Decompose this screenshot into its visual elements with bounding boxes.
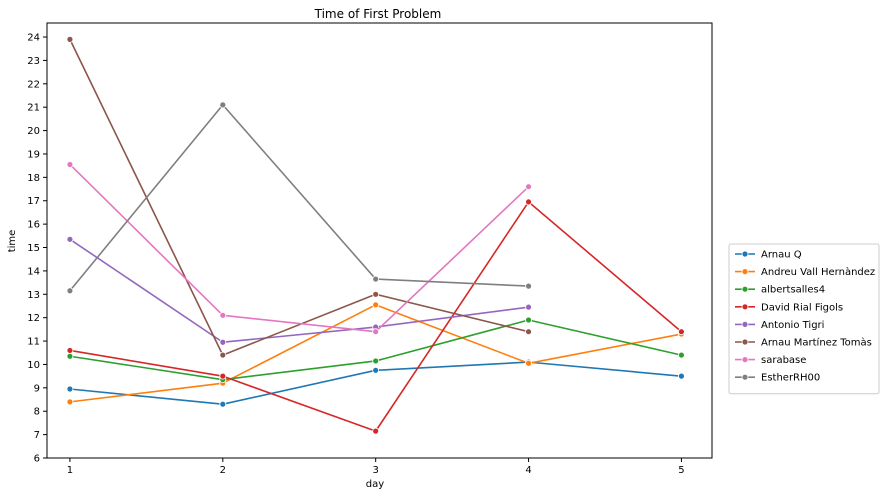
legend-marker bbox=[741, 356, 749, 364]
y-tick-label: 7 bbox=[34, 430, 40, 441]
x-tick-label: 3 bbox=[372, 465, 378, 476]
y-tick-label: 14 bbox=[27, 266, 40, 277]
data-point bbox=[372, 275, 380, 283]
data-point bbox=[66, 398, 74, 406]
y-tick-label: 9 bbox=[34, 383, 40, 394]
data-point bbox=[678, 328, 685, 336]
data-point bbox=[525, 183, 532, 191]
data-point bbox=[219, 372, 227, 380]
legend-label: Antonio Tigri bbox=[761, 320, 824, 331]
legend-label: Andreu Vall Hernàndez bbox=[761, 266, 875, 278]
series-line bbox=[69, 163, 530, 333]
data-point bbox=[66, 347, 74, 354]
legend-label: Arnau Martínez Tomàs bbox=[761, 337, 872, 349]
data-point bbox=[219, 351, 227, 359]
y-tick-label: 12 bbox=[27, 313, 40, 324]
legend-label: Arnau Q bbox=[761, 250, 802, 261]
data-point bbox=[525, 282, 532, 290]
plot-frame bbox=[46, 22, 713, 459]
data-point bbox=[219, 101, 227, 109]
data-point bbox=[219, 338, 227, 346]
data-point bbox=[525, 316, 532, 324]
y-tick-label: 8 bbox=[34, 407, 40, 418]
data-point bbox=[525, 328, 532, 336]
legend-label: albertsalles4 bbox=[761, 285, 825, 296]
y-tick-label: 23 bbox=[27, 56, 40, 67]
data-point bbox=[66, 352, 74, 360]
y-tick-label: 11 bbox=[27, 337, 40, 348]
data-point bbox=[372, 290, 380, 298]
y-tick-label: 16 bbox=[27, 220, 40, 231]
y-tick-label: 13 bbox=[27, 290, 40, 301]
legend-marker bbox=[741, 373, 749, 381]
data-point bbox=[66, 161, 74, 168]
y-tick-label: 21 bbox=[27, 103, 40, 114]
y-tick-label: 6 bbox=[34, 454, 40, 465]
y-axis-label: time bbox=[7, 230, 18, 253]
data-point bbox=[372, 328, 380, 336]
data-point bbox=[66, 385, 74, 393]
plot-area bbox=[46, 22, 713, 459]
legend-label: David Rial Figols bbox=[761, 302, 843, 313]
data-point bbox=[66, 35, 74, 43]
data-point bbox=[66, 235, 74, 243]
legend-marker bbox=[741, 303, 749, 311]
legend-marker bbox=[741, 320, 749, 328]
data-point bbox=[678, 372, 685, 380]
chart-title: Time of First Problem bbox=[314, 7, 442, 21]
data-point bbox=[372, 427, 380, 435]
data-point bbox=[372, 366, 380, 374]
legend-box bbox=[728, 243, 880, 395]
x-tick-label: 4 bbox=[525, 465, 531, 476]
data-point bbox=[678, 351, 685, 359]
data-point bbox=[525, 198, 532, 206]
data-point bbox=[219, 311, 227, 319]
y-tick-label: 17 bbox=[27, 196, 40, 207]
x-tick-label: 2 bbox=[220, 465, 226, 476]
legend-marker bbox=[741, 285, 749, 293]
legend-label: sarabase bbox=[761, 355, 806, 366]
x-tick-label: 5 bbox=[678, 465, 684, 476]
legend: Arnau Q Andreu Vall Hernàndez albertsalles… bbox=[728, 243, 880, 395]
y-tick-label: 24 bbox=[27, 33, 40, 44]
y-tick-label: 18 bbox=[27, 173, 40, 184]
data-point bbox=[525, 359, 532, 367]
data-point bbox=[372, 301, 380, 309]
legend-marker bbox=[741, 250, 749, 258]
legend-marker bbox=[741, 338, 749, 346]
y-tick-label: 10 bbox=[27, 360, 40, 371]
legend-marker bbox=[741, 268, 749, 276]
data-point bbox=[219, 400, 227, 408]
series-line bbox=[69, 238, 529, 344]
y-tick-label: 20 bbox=[27, 126, 40, 137]
series-group bbox=[66, 35, 685, 435]
y-tick-label: 19 bbox=[27, 149, 40, 160]
data-point bbox=[525, 303, 532, 311]
y-tick-label: 15 bbox=[27, 243, 40, 254]
y-tick-label: 22 bbox=[27, 79, 40, 90]
data-point bbox=[66, 287, 74, 295]
x-axis-label: day bbox=[366, 479, 384, 490]
series-line bbox=[69, 104, 529, 292]
data-point bbox=[372, 357, 380, 365]
legend-label: EstherRH00 bbox=[761, 373, 820, 384]
x-tick-label: 1 bbox=[67, 465, 73, 476]
